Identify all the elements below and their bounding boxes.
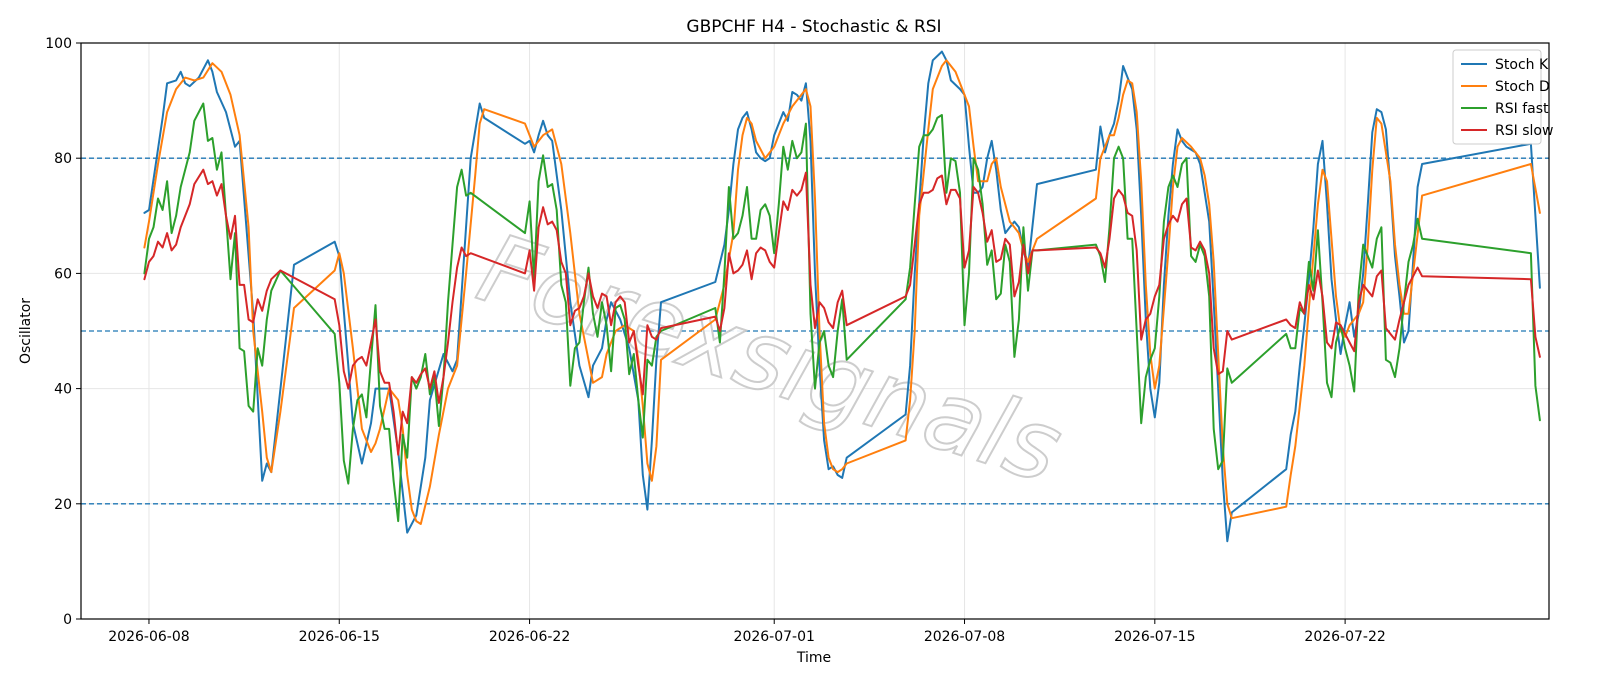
y-axis-label: Oscillator (18, 298, 34, 364)
chart-title: GBPCHF H4 - Stochastic & RSI (686, 17, 941, 37)
x-axis-ticks: 2026-06-08 2026-06-15 2026-06-22 2026-07-01… (108, 619, 1386, 645)
y-axis-ticks: 0 20 40 60 80 100 (45, 36, 81, 628)
y-tick-label: 0 (63, 612, 72, 628)
x-tick-label: 2026-07-15 (1114, 629, 1195, 645)
series-line-stoch-d (143, 59, 1541, 525)
x-tick-label: 2026-06-08 (108, 629, 189, 645)
legend-label: RSI fast (1495, 101, 1549, 117)
y-tick-label: 60 (54, 266, 72, 282)
series-lines (143, 50, 1541, 543)
y-tick-label: 100 (45, 36, 72, 52)
y-tick-label: 40 (54, 382, 72, 398)
series-line-stoch-k (143, 50, 1541, 543)
x-tick-label: 2026-07-22 (1304, 629, 1385, 645)
legend-box (1452, 49, 1542, 145)
series-line-rsi-slow (143, 168, 1541, 456)
x-tick-label: 2026-06-22 (489, 629, 570, 645)
legend-label: Stoch K (1495, 57, 1549, 73)
legend-label: Stoch D (1495, 79, 1550, 95)
x-tick-label: 2026-07-01 (734, 629, 815, 645)
x-tick-label: 2026-07-08 (924, 629, 1005, 645)
reference-lines (81, 157, 1549, 505)
x-tick-label: 2026-06-15 (299, 629, 380, 645)
legend-label: RSI slow (1495, 123, 1553, 139)
series-line-rsi-fast (143, 102, 1541, 523)
y-tick-label: 80 (54, 151, 72, 167)
y-tick-label: 20 (54, 497, 72, 513)
legend: Stoch K Stoch D RSI fast RSI slow (1452, 49, 1553, 145)
plot-frame (80, 42, 1550, 620)
x-axis-label: Time (796, 650, 831, 666)
